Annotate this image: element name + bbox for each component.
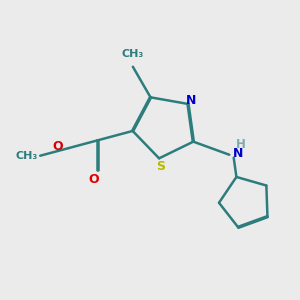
Text: N: N <box>186 94 197 107</box>
Text: H: H <box>236 138 245 151</box>
Text: N: N <box>233 147 243 160</box>
Text: O: O <box>53 140 63 153</box>
Text: O: O <box>89 173 100 186</box>
Text: S: S <box>156 160 165 173</box>
Text: CH₃: CH₃ <box>15 151 37 161</box>
Text: CH₃: CH₃ <box>122 50 144 59</box>
